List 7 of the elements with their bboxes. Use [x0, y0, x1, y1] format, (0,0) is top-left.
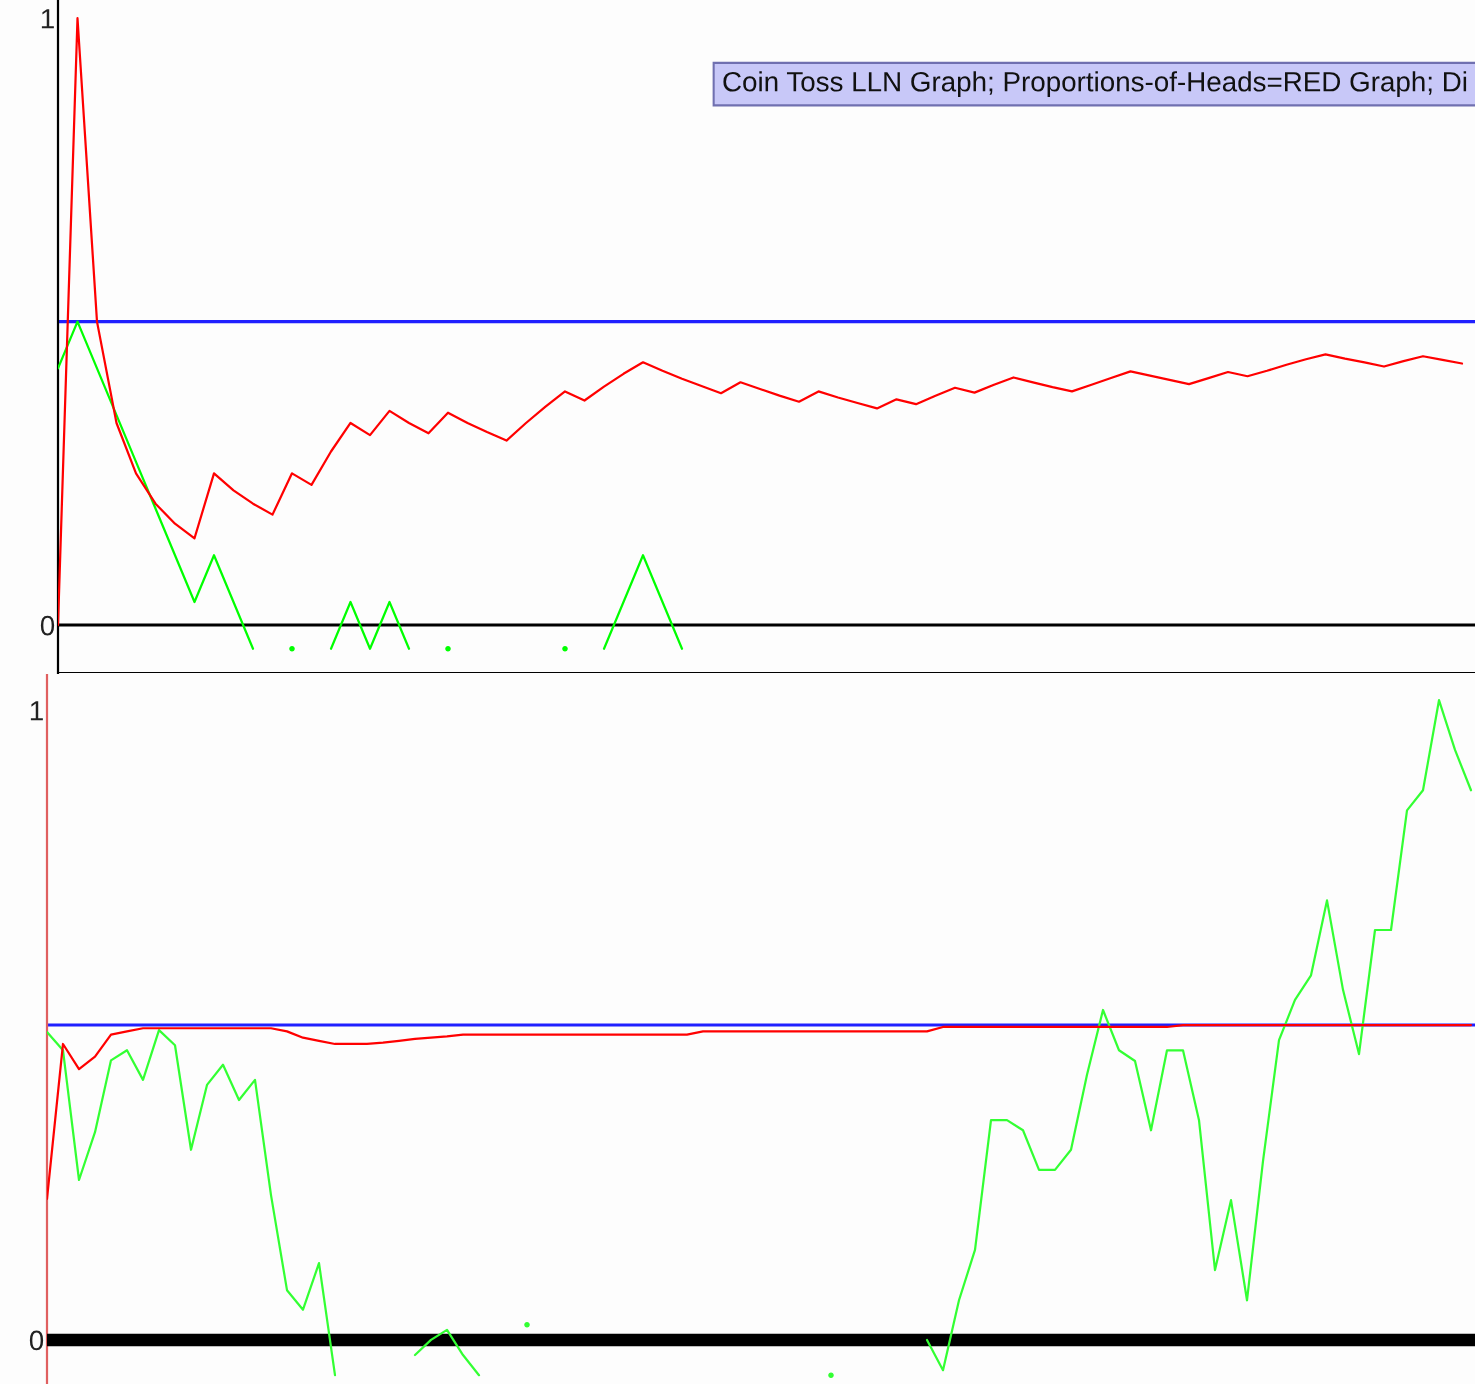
- y-tick-label: 0: [29, 1330, 44, 1351]
- y-tick-label: 0: [40, 615, 55, 636]
- line-series: [58, 17, 1464, 627]
- y-tick-label: 1: [41, 9, 54, 29]
- y-tick-label: 1: [30, 701, 43, 721]
- line-series: [47, 1023, 1473, 1200]
- text: Coin Toss LLN Graph; Proportions-of-Heads=RED Graph; Di: [723, 71, 1467, 98]
